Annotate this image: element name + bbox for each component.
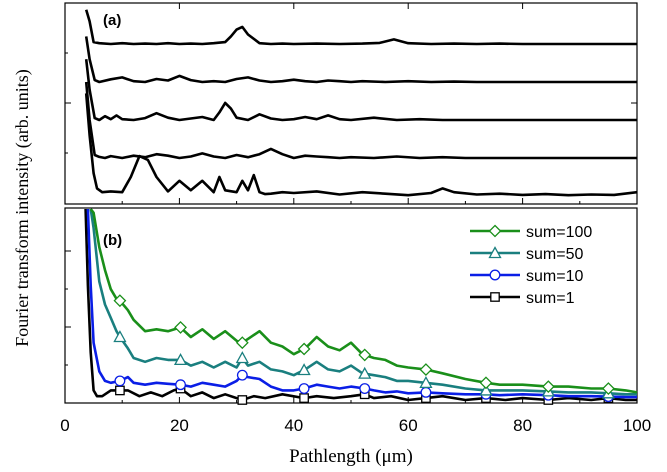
panel-b-point	[419, 363, 433, 376]
panel-b-point	[297, 363, 311, 376]
panel-b-trace	[89, 208, 638, 394]
panel-b-point	[359, 383, 371, 394]
legend-marker	[488, 246, 502, 259]
legend-marker	[488, 224, 502, 238]
panel-b-point	[175, 379, 186, 391]
x-tick-label: 80	[513, 416, 532, 435]
x-tick-label: 100	[623, 416, 651, 435]
legend: sum=100 sum=50 sum=10 sum=1	[470, 224, 592, 307]
panel-a-trace	[84, 36, 637, 84]
x-tick-label: 0	[60, 416, 69, 435]
panel-a-xticks	[64, 3, 638, 204]
legend-marker	[490, 292, 500, 302]
panel-b-yticks	[65, 250, 71, 366]
panel-b-point	[419, 376, 433, 389]
panel-b-point	[299, 393, 309, 403]
panel-b: (b) sum=100 sum=50 sum=10 sum=1	[64, 207, 638, 405]
panel-b-point	[235, 336, 249, 350]
panel-b-label: (b)	[103, 232, 122, 249]
panel-b-point	[235, 351, 249, 364]
panel-a-trace	[84, 59, 637, 122]
panel-b-point	[115, 385, 125, 396]
panel-b-point	[420, 386, 432, 398]
panel-b-series	[84, 208, 638, 405]
x-tick-label: 20	[170, 416, 189, 435]
panel-a-series	[84, 9, 638, 197]
x-tick-label: 40	[284, 416, 303, 435]
x-axis-title: Pathlength (μm)	[289, 446, 413, 467]
panel-b-point	[541, 380, 555, 394]
panel-b-point	[173, 353, 188, 366]
legend-label: sum=50	[526, 246, 583, 263]
panel-b-point	[479, 383, 493, 396]
panel-b-point	[236, 369, 248, 381]
panel-b-xticks	[64, 397, 638, 403]
panel-a-trace	[84, 81, 637, 160]
x-tick-label: 60	[399, 416, 418, 435]
panel-b-point	[298, 383, 310, 394]
panel-b-point	[237, 395, 248, 405]
panel-a: (a)	[64, 2, 638, 205]
panel-a-trace	[84, 93, 638, 197]
x-tick-labels: 0 20 40 60 80 100	[60, 416, 651, 435]
panel-a-frame	[64, 2, 638, 205]
panel-b-point	[174, 321, 187, 334]
panel-b-point	[113, 330, 127, 343]
panel-a-label: (a)	[103, 12, 121, 29]
panel-a-yticks	[65, 52, 637, 154]
panel-a-trace	[84, 9, 637, 46]
panel-b-trace	[89, 208, 637, 396]
panel-b-trace	[86, 208, 637, 399]
legend-label: sum=100	[526, 224, 592, 241]
legend-label: sum=10	[526, 268, 583, 285]
panel-b-point	[601, 382, 615, 395]
panel-b-point	[297, 342, 311, 356]
panel-b-point	[113, 294, 127, 308]
panel-b-point	[358, 348, 372, 362]
legend-label: sum=1	[526, 290, 575, 307]
panel-b-point	[114, 375, 126, 387]
panel-b-point	[479, 376, 493, 390]
panel-b-point	[358, 366, 372, 379]
legend-marker	[489, 269, 501, 281]
y-axis-title: Fourier transform intensity (arb. units)	[12, 69, 33, 346]
